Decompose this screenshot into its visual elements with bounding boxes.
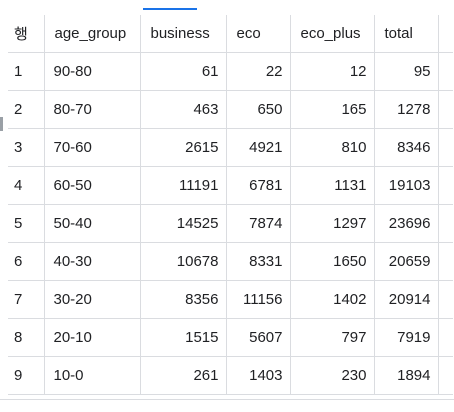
cell-filler <box>437 128 453 167</box>
table-body: 1 90-80 61 22 12 95 2 80-70 463 650 165 1278 3 70-60 2… <box>8 52 453 395</box>
table-row[interactable]: 1 90-80 61 22 12 95 <box>8 52 453 91</box>
header-row: 행 age_group business eco eco_plus total <box>8 15 453 53</box>
cell-business: 10678 <box>139 242 226 281</box>
cell-eco-plus: 1297 <box>289 204 374 243</box>
cell-business: 8356 <box>139 280 226 319</box>
cell-filler <box>437 356 453 395</box>
column-header-business[interactable]: business <box>139 15 226 53</box>
cell-filler <box>437 90 453 129</box>
cell-business: 2615 <box>139 128 226 167</box>
cell-eco-plus: 1402 <box>289 280 374 319</box>
cell-total: 23696 <box>373 204 438 243</box>
cell-business: 463 <box>139 90 226 129</box>
cell-row-number: 7 <box>8 280 44 319</box>
cell-eco: 8331 <box>225 242 290 281</box>
cell-business: 14525 <box>139 204 226 243</box>
query-results-table: 행 age_group business eco eco_plus total … <box>8 15 453 395</box>
column-header-age-group[interactable]: age_group <box>43 15 140 53</box>
cell-eco-plus: 165 <box>289 90 374 129</box>
cell-business: 1515 <box>139 318 226 357</box>
column-header-eco[interactable]: eco <box>225 15 290 53</box>
cell-eco: 5607 <box>225 318 290 357</box>
cell-row-number: 2 <box>8 90 44 129</box>
cell-eco-plus: 1650 <box>289 242 374 281</box>
cell-filler <box>437 318 453 357</box>
cell-eco-plus: 230 <box>289 356 374 395</box>
cell-age-group: 40-30 <box>43 242 140 281</box>
cell-row-number: 3 <box>8 128 44 167</box>
column-header-filler <box>437 15 453 53</box>
cell-eco: 7874 <box>225 204 290 243</box>
cell-eco: 22 <box>225 52 290 91</box>
cell-eco: 6781 <box>225 166 290 205</box>
cell-eco: 4921 <box>225 128 290 167</box>
cell-business: 61 <box>139 52 226 91</box>
cell-eco: 11156 <box>225 280 290 319</box>
table-row[interactable]: 5 50-40 14525 7874 1297 23696 <box>8 204 453 243</box>
table-bottom-divider <box>0 399 454 400</box>
cell-total: 7919 <box>373 318 438 357</box>
cell-total: 20914 <box>373 280 438 319</box>
cell-row-number: 1 <box>8 52 44 91</box>
cell-eco: 1403 <box>225 356 290 395</box>
active-tab-indicator <box>143 8 197 10</box>
cell-business: 261 <box>139 356 226 395</box>
cell-age-group: 20-10 <box>43 318 140 357</box>
cell-total: 1894 <box>373 356 438 395</box>
table-row[interactable]: 3 70-60 2615 4921 810 8346 <box>8 128 453 167</box>
table-row[interactable]: 8 20-10 1515 5607 797 7919 <box>8 318 453 357</box>
table-row[interactable]: 2 80-70 463 650 165 1278 <box>8 90 453 129</box>
cell-total: 20659 <box>373 242 438 281</box>
cell-row-number: 6 <box>8 242 44 281</box>
table-row[interactable]: 4 60-50 11191 6781 1131 19103 <box>8 166 453 205</box>
panel-resize-handle[interactable] <box>0 117 3 131</box>
column-header-eco-plus[interactable]: eco_plus <box>289 15 374 53</box>
cell-age-group: 30-20 <box>43 280 140 319</box>
cell-row-number: 5 <box>8 204 44 243</box>
cell-total: 19103 <box>373 166 438 205</box>
cell-eco-plus: 797 <box>289 318 374 357</box>
table-row[interactable]: 7 30-20 8356 11156 1402 20914 <box>8 280 453 319</box>
cell-total: 8346 <box>373 128 438 167</box>
cell-row-number: 9 <box>8 356 44 395</box>
cell-age-group: 80-70 <box>43 90 140 129</box>
cell-eco: 650 <box>225 90 290 129</box>
cell-filler <box>437 204 453 243</box>
cell-row-number: 4 <box>8 166 44 205</box>
cell-total: 1278 <box>373 90 438 129</box>
cell-filler <box>437 280 453 319</box>
cell-row-number: 8 <box>8 318 44 357</box>
cell-filler <box>437 166 453 205</box>
cell-eco-plus: 12 <box>289 52 374 91</box>
cell-age-group: 10-0 <box>43 356 140 395</box>
cell-filler <box>437 242 453 281</box>
cell-age-group: 50-40 <box>43 204 140 243</box>
cell-eco-plus: 810 <box>289 128 374 167</box>
cell-filler <box>437 52 453 91</box>
cell-eco-plus: 1131 <box>289 166 374 205</box>
cell-age-group: 60-50 <box>43 166 140 205</box>
table-row[interactable]: 9 10-0 261 1403 230 1894 <box>8 356 453 395</box>
cell-age-group: 90-80 <box>43 52 140 91</box>
table-row[interactable]: 6 40-30 10678 8331 1650 20659 <box>8 242 453 281</box>
cell-age-group: 70-60 <box>43 128 140 167</box>
column-header-row-number: 행 <box>8 15 44 53</box>
cell-business: 11191 <box>139 166 226 205</box>
column-header-total[interactable]: total <box>373 15 438 53</box>
cell-total: 95 <box>373 52 438 91</box>
